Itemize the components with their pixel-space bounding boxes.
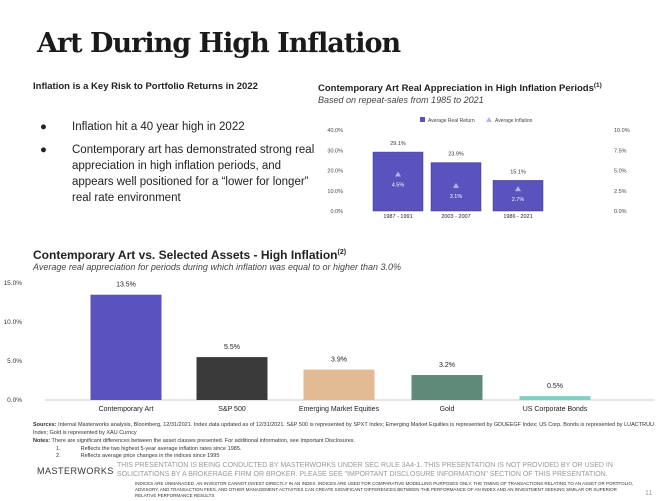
y-tick-label: 0.0% [330,209,343,215]
bar [519,396,591,400]
x-tick-label: 1986 - 2021 [503,214,532,220]
inflation-triangle-marker [453,182,459,188]
data-label: 5.5% [224,344,240,351]
y-tick-label: 10.0% [327,189,343,195]
data-label: 3.2% [439,362,455,369]
indices-disclaimer: INDICES ARE UNMANAGED. AN INVESTOR CANNO… [135,481,634,498]
inflation-label: 2.7% [512,197,525,203]
note-2: 2. Reflects average price changes in the … [56,453,220,459]
disclaimer: THIS PRESENTATION IS BEING CONDUCTED BY … [117,462,613,478]
data-label: 0.5% [547,383,563,390]
data-label: 3.9% [331,357,347,364]
y-tick-label: 15.0% [4,280,23,287]
left-heading: Inflation is a Key Risk to Portfolio Ret… [33,81,258,92]
bar [372,151,424,212]
data-label: 15.1% [510,169,526,175]
inflation-label: 4.5% [392,183,405,189]
x-tick-label: US Corporate Bonds [523,406,588,413]
legend-swatch-real-return [420,117,425,122]
bar [303,369,375,400]
x-tick-label: 2003 - 2007 [441,214,470,220]
bullet-dot: ● [40,121,47,133]
bullet-text: Contemporary art has demonstrated strong… [72,144,315,204]
page-number: 11 [645,490,653,497]
inflation-triangle-marker [515,186,521,192]
y-tick-label: 30.0% [327,148,343,154]
y-tick-label: 5.0% [7,358,22,365]
x-tick-label: Gold [440,406,455,413]
x-tick-label: Contemporary Art [99,406,154,413]
y2-tick-label: 10.0% [614,128,630,134]
y2-tick-label: 5.0% [614,169,627,175]
bar [411,375,483,400]
legend-triangle-icon [486,117,492,122]
bullet-text: Inflation hit a 40 year high in 2022 [72,121,245,133]
bottom-chart-title: Contemporary Art vs. Selected Assets - H… [33,248,347,262]
bullet-dot: ● [40,144,47,156]
data-label: 13.5% [116,282,136,289]
inflation-triangle-marker [395,171,401,177]
y-tick-label: 0.0% [7,397,22,404]
legend-label: Average Inflation [495,118,533,124]
note-1: 1. Reflects the two highest 5-year averag… [56,445,242,452]
sources: Sources: Internal Masterworks analysis, … [33,422,655,436]
y2-tick-label: 0.0% [614,209,627,215]
legend-label: Average Real Return [428,118,475,124]
x-tick-label: 1987 - 1991 [383,214,412,220]
masterworks-logo: MASTERWORKS [37,466,114,476]
bar [90,294,162,400]
y-tick-label: 40.0% [327,128,343,134]
notes: Notes: There are significant differences… [33,438,356,444]
y-tick-label: 20.0% [327,169,343,175]
top-chart-title: Contemporary Art Real Appreciation in Hi… [318,82,602,95]
y2-tick-label: 2.5% [614,189,627,195]
bottom-chart-subtitle: Average real appreciation for periods du… [33,262,402,272]
top-chart-subtitle: Based on repeat-sales from 1985 to 2021 [318,95,484,105]
bar [492,180,544,212]
data-label: 23.9% [448,152,464,158]
inflation-label: 3.1% [450,194,463,200]
x-tick-label: Emerging Market Equities [299,406,380,413]
bar [196,357,268,400]
data-label: 29.1% [390,141,406,147]
page-title: Art During High Inflation [37,28,401,59]
y-tick-label: 10.0% [4,319,23,326]
y2-tick-label: 7.5% [614,148,627,154]
x-tick-label: S&P 500 [218,406,246,413]
